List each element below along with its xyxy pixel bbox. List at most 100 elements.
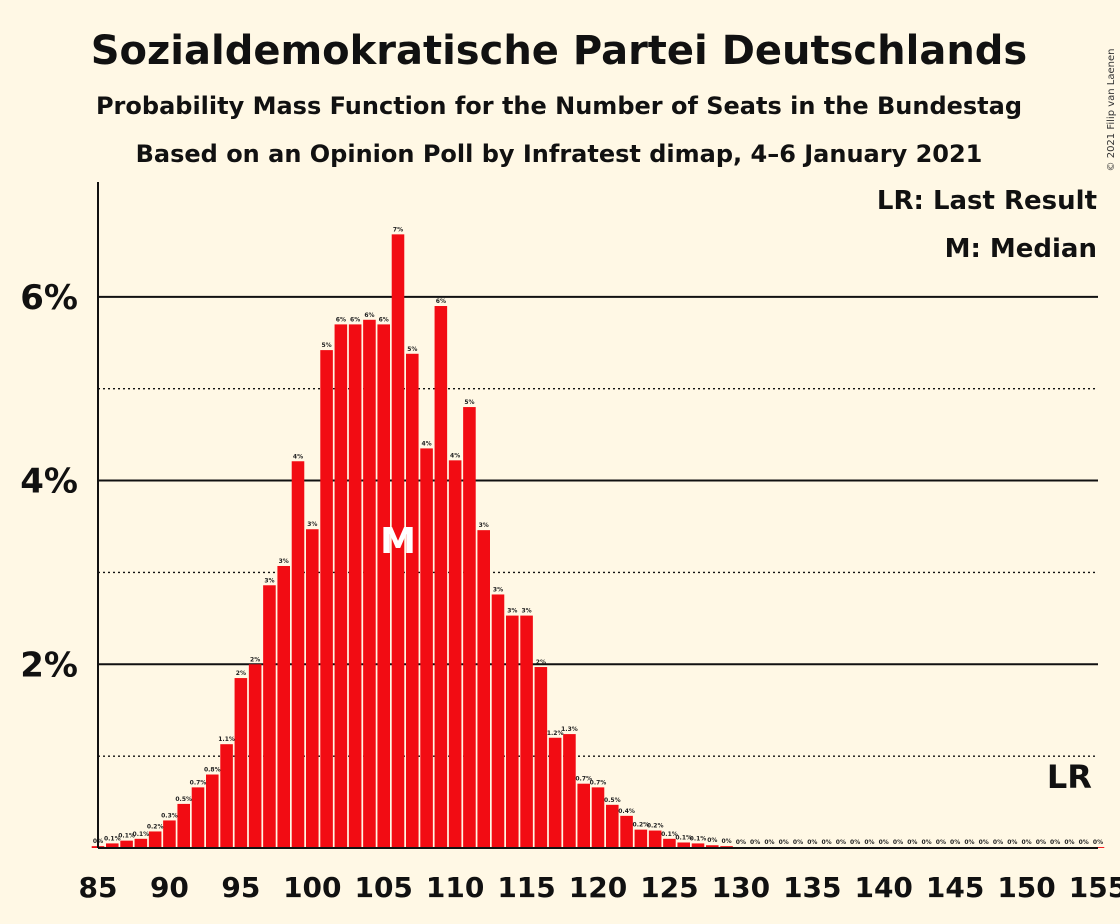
bar-label-seat-92: 0.7% — [190, 779, 207, 786]
bar-label-seat-130: 0% — [736, 839, 746, 846]
x-tick-110: 110 — [426, 871, 484, 904]
bar-label-seat-98: 3% — [279, 558, 289, 565]
bar-label-seat-106: 7% — [393, 226, 403, 233]
bar-seat-122 — [620, 815, 633, 848]
bar-seat-102 — [334, 324, 348, 848]
bar-seat-123 — [634, 829, 648, 848]
bar-seat-92 — [191, 787, 205, 848]
bar-seat-89 — [148, 831, 162, 848]
bar-seat-126 — [677, 842, 690, 848]
bar-seat-116 — [534, 667, 548, 848]
bar-label-seat-146: 0% — [964, 839, 974, 846]
bar-seat-117 — [548, 737, 562, 848]
bar-seat-109 — [434, 306, 448, 848]
bar-seat-107 — [406, 353, 419, 848]
bar-label-seat-97: 3% — [264, 577, 274, 584]
bar-seat-119 — [577, 783, 590, 848]
chart-subtitle: Probability Mass Function for the Number… — [96, 92, 1022, 120]
x-tick-125: 125 — [640, 871, 698, 904]
bar-seat-90 — [163, 820, 176, 848]
bar-label-seat-111: 5% — [464, 399, 474, 406]
bar-seat-128 — [706, 845, 719, 848]
bar-label-seat-125: 0.1% — [661, 831, 678, 838]
bar-label-seat-151: 0% — [1036, 839, 1046, 846]
bar-label-seat-133: 0% — [779, 839, 789, 846]
bar-label-seat-135: 0% — [807, 839, 817, 846]
bar-label-seat-141: 0% — [893, 839, 903, 846]
bar-seat-125 — [663, 838, 676, 848]
bar-seat-114 — [506, 615, 519, 848]
y-tick-6: 6% — [20, 278, 78, 318]
bar-seat-113 — [491, 594, 505, 848]
bars — [91, 234, 1105, 849]
y-tick-labels: 2% 4% 6% — [20, 278, 78, 685]
bar-seat-98 — [277, 565, 290, 848]
bar-label-seat-86: 0.1% — [104, 835, 121, 842]
bar-seat-96 — [248, 664, 262, 848]
bar-label-seat-150: 0% — [1021, 839, 1031, 846]
x-tick-90: 90 — [150, 871, 189, 904]
y-tick-2: 2% — [20, 645, 78, 685]
bar-label-seat-90: 0.3% — [161, 812, 178, 819]
bar-label-seat-123: 0.2% — [633, 822, 650, 829]
bar-label-seat-117: 1.2% — [547, 730, 564, 737]
bar-label-seat-95: 2% — [236, 670, 246, 677]
bar-label-seat-115: 3% — [521, 608, 531, 615]
bar-seat-103 — [348, 324, 362, 848]
x-tick-115: 115 — [497, 871, 555, 904]
bar-label-seat-155: 0% — [1093, 839, 1103, 846]
bar-label-seat-127: 0.1% — [690, 835, 707, 842]
x-tick-145: 145 — [926, 871, 984, 904]
last-result-marker: LR — [1047, 758, 1092, 796]
bar-label-seat-99: 4% — [293, 453, 303, 460]
bar-seat-86 — [106, 843, 119, 848]
bar-seat-112 — [477, 530, 490, 848]
bar-label-seat-88: 0.1% — [133, 831, 150, 838]
bar-label-seat-142: 0% — [907, 839, 917, 846]
bar-label-seat-152: 0% — [1050, 839, 1060, 846]
bar-label-seat-136: 0% — [821, 839, 831, 846]
median-marker: M — [380, 521, 416, 562]
bar-seat-97 — [263, 585, 276, 848]
bar-seat-91 — [177, 803, 190, 848]
bar-label-seat-96: 2% — [250, 656, 260, 663]
bar-label-seat-118: 1.3% — [561, 726, 578, 733]
bar-label-seat-154: 0% — [1079, 839, 1089, 846]
chart-subtitle-poll: Based on an Opinion Poll by Infratest di… — [136, 140, 983, 168]
bar-seat-95 — [234, 678, 248, 848]
bar-label-seat-87: 0.1% — [118, 833, 135, 840]
bar-seat-105 — [377, 324, 390, 848]
x-tick-105: 105 — [354, 871, 412, 904]
bar-seat-99 — [291, 461, 305, 848]
legend-median: M: Median — [945, 234, 1097, 264]
bar-label-seat-143: 0% — [921, 839, 931, 846]
bar-label-seat-114: 3% — [507, 608, 517, 615]
markers: M LR — [380, 521, 1092, 796]
axes — [97, 182, 1098, 849]
bar-seat-120 — [591, 787, 605, 848]
y-tick-4: 4% — [20, 462, 78, 502]
bar-seat-104 — [363, 319, 376, 848]
bar-seat-110 — [448, 460, 462, 848]
bar-label-seat-104: 6% — [364, 312, 374, 319]
bar-seat-115 — [520, 615, 533, 848]
bar-seat-108 — [420, 448, 433, 848]
bar-seat-100 — [306, 529, 319, 848]
bar-label-seat-138: 0% — [850, 839, 860, 846]
bar-label-seat-153: 0% — [1064, 839, 1074, 846]
bar-label-seat-137: 0% — [836, 839, 846, 846]
bar-label-seat-124: 0.2% — [647, 823, 664, 830]
bar-seat-93 — [206, 774, 219, 848]
x-tick-140: 140 — [854, 871, 912, 904]
bar-label-seat-122: 0.4% — [618, 808, 635, 815]
x-tick-120: 120 — [569, 871, 627, 904]
bar-label-seat-101: 5% — [321, 342, 331, 349]
bar-label-seat-93: 0.8% — [204, 767, 221, 774]
bar-label-seat-119: 0.7% — [575, 776, 592, 783]
bar-label-seat-107: 5% — [407, 346, 417, 353]
bar-label-seat-113: 3% — [493, 586, 503, 593]
legend-last-result: LR: Last Result — [877, 186, 1097, 216]
bar-seat-87 — [120, 840, 133, 848]
bar-label-seat-144: 0% — [936, 839, 946, 846]
